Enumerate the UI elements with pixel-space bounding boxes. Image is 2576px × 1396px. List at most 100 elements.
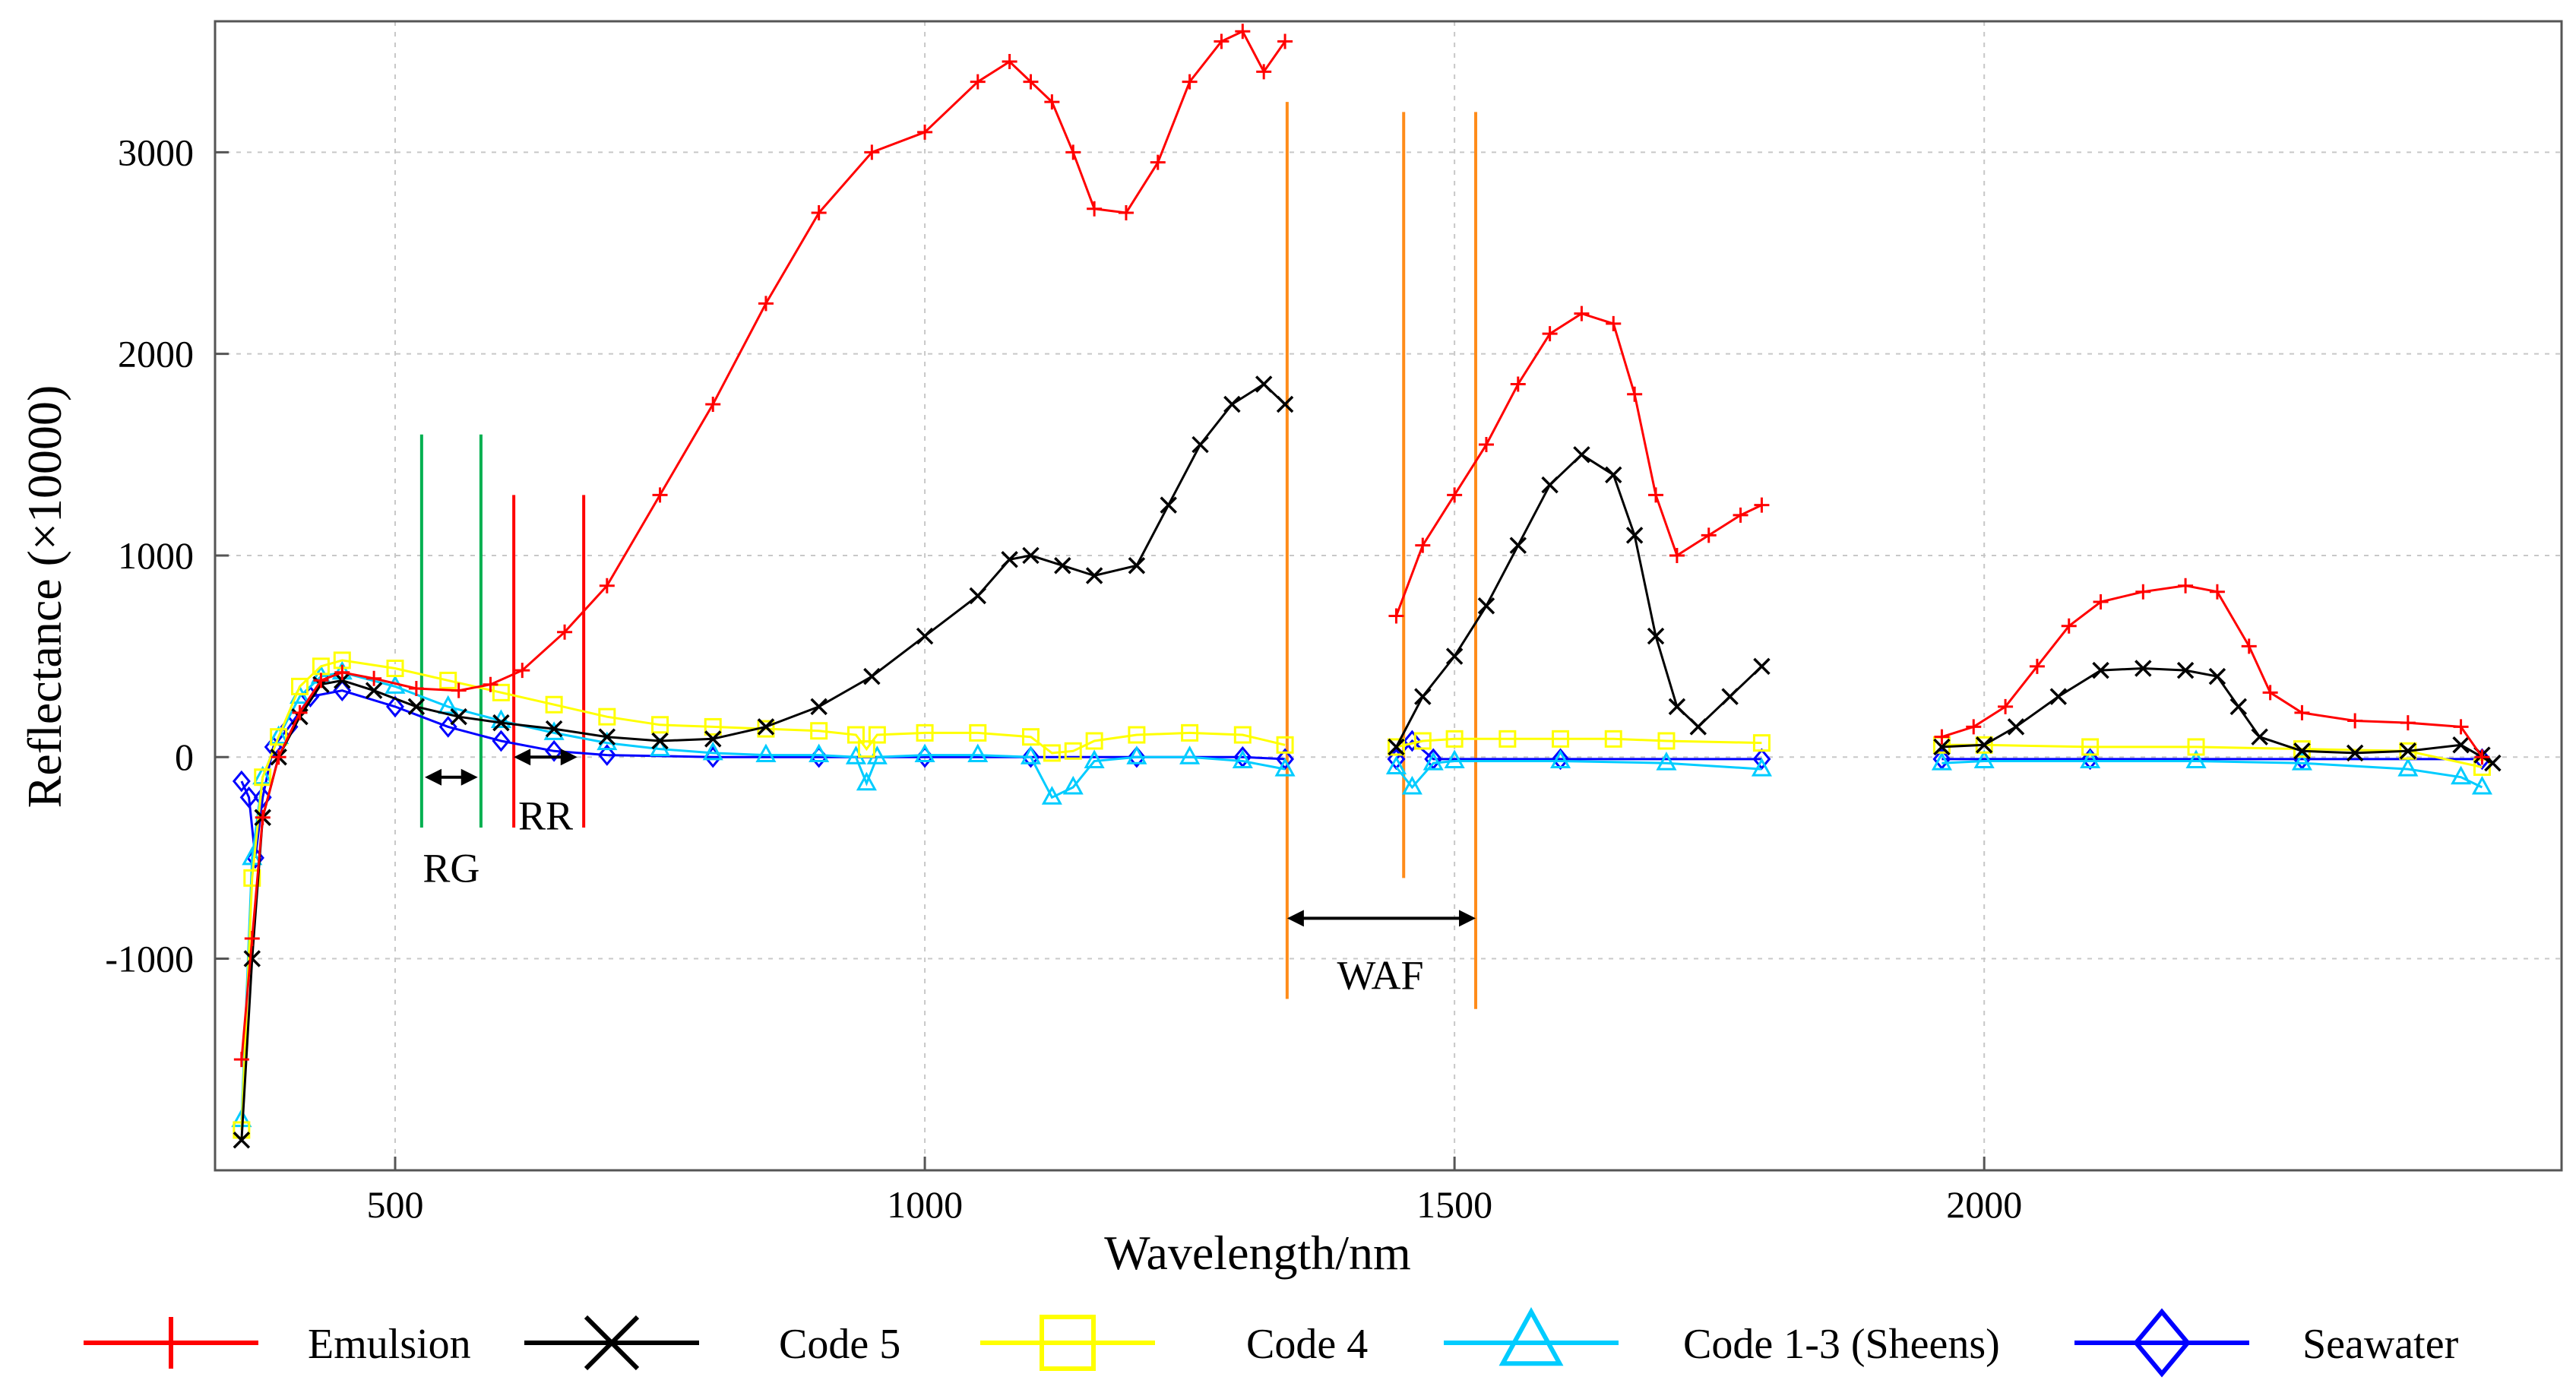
- point-code-1-3-sheens-0-15: [809, 743, 830, 763]
- y-tick-label--1000: -1000: [105, 937, 194, 980]
- plot-frame: [214, 20, 2563, 1172]
- point-code-5-0-12: [598, 728, 616, 745]
- point-emulsion-0-19: [917, 124, 933, 140]
- point-code-4-0-24: [1085, 732, 1103, 750]
- point-code-1-3-sheens-0-20: [967, 743, 989, 763]
- point-code-4-0-1: [243, 869, 261, 887]
- point-code-1-3-sheens-0-26: [1179, 745, 1201, 764]
- legend: Emulsion Code 5 Code 4 Code 1-3 (Sheens) Sea…: [84, 1306, 2459, 1378]
- point-emulsion-0-3: [271, 749, 286, 765]
- point-code-1-3-sheens-1-2: [1422, 752, 1444, 771]
- series-layer: [231, 24, 2502, 1149]
- point-code-1-3-sheens-0-14: [755, 743, 777, 763]
- point-code-1-3-sheens-2-7: [2471, 775, 2492, 795]
- series-line-code-1-3-sheens-2: [1941, 760, 2483, 789]
- y-tick-label-2000: 2000: [118, 333, 194, 375]
- point-code-5-0-16: [810, 698, 828, 716]
- point-code-5-1-7: [1605, 466, 1622, 484]
- point-code-5-2-7: [2208, 667, 2226, 685]
- point-emulsion-2-7: [2178, 578, 2194, 594]
- annotation-arrowhead-left-rr: [514, 749, 531, 766]
- point-code-1-3-sheens-0-1: [242, 846, 263, 866]
- legend-item-code-4: Code 4: [980, 1315, 1368, 1371]
- point-code-5-1-6: [1573, 446, 1590, 464]
- point-code-1-3-sheens-2-0: [1931, 752, 1952, 771]
- point-emulsion-0-27: [1150, 154, 1166, 170]
- point-code-5-2-12: [2399, 742, 2417, 760]
- x-tick-label-1000: 1000: [887, 1183, 963, 1226]
- point-emulsion-1-1: [1415, 537, 1431, 553]
- point-code-1-3-sheens-1-4: [1550, 749, 1571, 769]
- point-code-1-3-sheens-0-23: [1062, 775, 1084, 795]
- point-emulsion-2-15: [2474, 749, 2490, 765]
- point-code-5-0-9: [450, 707, 467, 726]
- point-code-5-1-2: [1445, 647, 1464, 665]
- series-line-code-4-1: [1396, 737, 1762, 749]
- point-emulsion-0-4: [292, 704, 308, 720]
- point-emulsion-0-22: [1023, 74, 1039, 90]
- point-seawater-0-11: [545, 739, 564, 762]
- point-emulsion-0-17: [811, 205, 827, 220]
- point-emulsion-0-1: [244, 930, 260, 946]
- series-line-emulsion-2: [1941, 584, 2483, 758]
- point-seawater-0-8: [386, 695, 404, 718]
- point-code-1-3-sheens-0-28: [1274, 758, 1296, 777]
- legend-marker-code-4: [1040, 1315, 1096, 1371]
- point-code-1-3-sheens-2-6: [2451, 765, 2472, 785]
- point-code-5-1-9: [1647, 627, 1665, 645]
- point-code-5-2-13: [2452, 736, 2470, 754]
- point-code-4-0-11: [598, 707, 616, 726]
- point-code-4-0-22: [1043, 744, 1061, 762]
- point-code-5-0-27: [1223, 395, 1241, 413]
- y-axis: -1000 0 1000 2000 3000: [105, 131, 229, 980]
- point-code-5-0-11: [545, 720, 563, 738]
- point-emulsion-0-21: [1002, 54, 1017, 70]
- point-emulsion-1-6: [1574, 305, 1590, 321]
- point-code-5-2-9: [2251, 728, 2268, 745]
- point-code-1-3-sheens-2-1: [1973, 749, 1995, 769]
- point-emulsion-0-11: [514, 663, 530, 679]
- point-code-4-0-2: [254, 768, 272, 787]
- x-tick-label-2000: 2000: [1946, 1183, 2022, 1226]
- point-code-5-1-12: [1721, 688, 1739, 705]
- point-code-5-1-8: [1625, 527, 1644, 544]
- point-emulsion-0-16: [758, 296, 774, 312]
- point-code-5-0-10: [492, 714, 510, 732]
- annotation-label-rr: RR: [518, 793, 573, 839]
- point-emulsion-1-5: [1542, 326, 1558, 342]
- point-code-4-2-3: [2187, 738, 2205, 756]
- annotation-arrowhead-right-waf: [1459, 910, 1476, 927]
- legend-label-code-5: Code 5: [779, 1321, 900, 1368]
- point-emulsion-2-13: [2400, 715, 2416, 731]
- point-emulsion-2-6: [2135, 584, 2151, 600]
- point-code-4-0-7: [386, 659, 404, 677]
- point-code-5-1-0: [1388, 738, 1405, 756]
- point-emulsion-0-12: [557, 624, 573, 640]
- point-code-5-0-21: [1022, 546, 1040, 565]
- point-code-5-0-7: [365, 682, 383, 699]
- point-code-5-0-0: [233, 1131, 251, 1149]
- point-emulsion-0-31: [1256, 64, 1272, 80]
- point-emulsion-2-0: [1934, 729, 1950, 745]
- point-code-4-0-9: [492, 683, 510, 701]
- point-seawater-0-1: [239, 786, 258, 809]
- point-seawater-0-12: [597, 744, 616, 766]
- point-emulsion-0-6: [334, 664, 350, 680]
- x-axis: 500 1000 1500 2000: [367, 1157, 2022, 1226]
- point-code-5-0-8: [407, 698, 426, 716]
- x-tick-label-500: 500: [367, 1183, 424, 1226]
- point-code-5-2-8: [2229, 698, 2248, 716]
- point-code-4-1-2: [1445, 730, 1464, 748]
- point-code-1-3-sheens-0-8: [438, 695, 459, 714]
- y-tick-label-3000: 3000: [118, 131, 194, 173]
- point-code-1-3-sheens-2-3: [2185, 749, 2207, 769]
- annotation-label-waf: WAF: [1337, 952, 1424, 998]
- point-code-4-0-20: [969, 723, 987, 742]
- point-code-5-0-18: [916, 627, 934, 645]
- point-code-4-0-19: [916, 723, 934, 742]
- point-emulsion-0-14: [652, 487, 668, 503]
- point-code-5-0-15: [757, 718, 775, 736]
- point-code-4-0-12: [651, 716, 669, 734]
- point-code-4-0-26: [1181, 723, 1199, 742]
- annotation-arrowhead-right-rg: [460, 768, 478, 786]
